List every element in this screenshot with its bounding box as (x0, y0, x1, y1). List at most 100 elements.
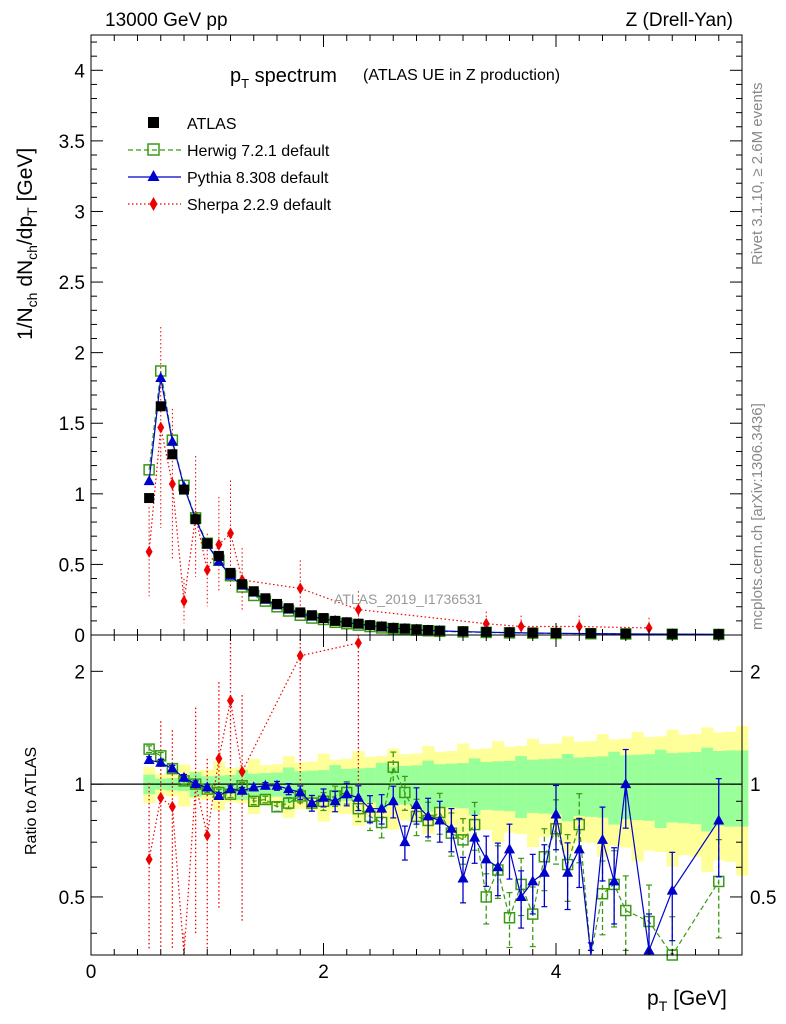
pythia-point (364, 802, 376, 813)
pythia-point (573, 843, 585, 854)
pythia-point (155, 372, 167, 383)
ratio-band-inner (364, 767, 377, 803)
ratio-band-inner (445, 763, 458, 808)
pythia-point (318, 791, 329, 802)
herwig-point (248, 795, 260, 808)
atlas-data-point (353, 618, 364, 629)
header-left: 13000 GeV pp (105, 10, 228, 31)
sherpa-point (238, 765, 246, 778)
pythia-point (434, 814, 446, 825)
atlas-data-point (144, 493, 155, 504)
ratio-band-inner (608, 751, 621, 825)
pythia-point (190, 778, 202, 789)
pythia-point (155, 756, 167, 767)
sherpa-point (645, 621, 653, 634)
atlas-data-point (237, 579, 248, 590)
sherpa-point (296, 649, 304, 662)
ratio-band-inner (526, 759, 540, 813)
legend-label-sherpa: Sherpa 2.2.9 default (187, 197, 332, 214)
atlas-data-point (225, 567, 236, 578)
ratio-y-tick-label-right: 1 (750, 775, 761, 796)
sherpa-point (203, 564, 211, 577)
ratio-band-inner (701, 747, 714, 832)
pythia-point (294, 786, 306, 797)
sherpa-point (145, 545, 153, 558)
herwig-point (259, 793, 272, 806)
pythia-point (457, 872, 469, 883)
atlas-data-point (341, 617, 352, 628)
pythia-point (201, 781, 213, 792)
pythia-point (550, 808, 562, 819)
sherpa-point (575, 620, 583, 633)
sherpa-point (180, 595, 188, 608)
ratio-band-inner (422, 760, 435, 812)
legend-label-pythia: Pythia 8.308 default (187, 170, 329, 187)
pythia-point (376, 802, 388, 813)
sherpa-point (227, 527, 234, 540)
sherpa-point (215, 752, 223, 765)
legend-marker-herwig (147, 143, 160, 156)
atlas-data-point (272, 598, 282, 609)
legend-marker-sherpa (149, 197, 158, 211)
pythia-point (166, 435, 178, 446)
atlas-data-point (330, 615, 341, 626)
pythia-point (341, 788, 353, 799)
ratio-panel: 0 2 4 0.5 0.5 1 1 2 2 (59, 634, 776, 983)
herwig-point (620, 904, 632, 917)
analysis-id: ATLAS_2019_I1736531 (334, 591, 483, 607)
herwig-point (399, 786, 411, 799)
y-axis-label-ratio: Ratio to ATLAS (23, 747, 40, 855)
ratio-band-inner (515, 756, 528, 819)
legend-label-atlas: ATLAS (187, 116, 237, 133)
ratio-band-inner (503, 760, 516, 812)
ratio-band-inner (561, 753, 574, 822)
sherpa-point (482, 617, 490, 630)
legend-marker-atlas (148, 117, 159, 128)
pythia-point (271, 779, 283, 790)
plot-title: pT spectrum (230, 65, 337, 91)
legend: ATLAS Herwig 7.2.1 default Pythia 8.308 … (128, 116, 332, 214)
atlas-data-point (213, 550, 224, 561)
pythia-point (166, 762, 178, 773)
pythia-point (411, 798, 422, 809)
atlas-data-point (306, 610, 317, 621)
herwig-point (282, 797, 295, 809)
pythia-point (608, 875, 620, 886)
herwig-point (503, 912, 516, 924)
pythia-point (445, 822, 457, 833)
ratio-band-inner (468, 758, 481, 815)
sherpa-point (157, 791, 165, 804)
pythia-point (422, 810, 434, 821)
ratio-band-inner (352, 768, 365, 802)
atlas-data-point (202, 538, 213, 549)
pythia-point (352, 791, 364, 802)
ratio-y-tick-label-right: 0.5 (750, 888, 776, 909)
pythia-point (480, 853, 492, 864)
pythia-point (538, 866, 550, 877)
pythia-point (283, 783, 295, 794)
ratio-y-tick-label: 2 (74, 662, 85, 683)
pythia-point (387, 795, 399, 806)
sherpa-point (168, 800, 176, 813)
ratio-band-inner (538, 759, 551, 814)
ratio-y-tick-label: 1 (74, 775, 85, 796)
main-y-tick-label: 3 (74, 202, 85, 223)
x-tick-label: 4 (551, 962, 562, 983)
sherpa-point (203, 829, 211, 842)
main-y-tick-label: 1 (74, 485, 85, 506)
main-panel: 0 0.5 1 1.5 2 2.5 3 3.5 4 (59, 34, 743, 647)
ratio-band-inner (596, 756, 609, 818)
sherpa-point (296, 582, 304, 595)
ratio-band-inner (433, 764, 447, 807)
pythia-point (225, 783, 236, 794)
rivet-side-label: Rivet 3.1.10, ≥ 2.6M events (749, 83, 766, 266)
atlas-data-point (585, 628, 596, 639)
sherpa-point (157, 421, 165, 434)
pythia-point (399, 836, 411, 847)
main-y-tick-label: 1.5 (59, 414, 85, 435)
sherpa-point (354, 603, 362, 616)
header-right: Z (Drell-Yan) (626, 10, 733, 31)
herwig-point (143, 464, 155, 476)
pythia-point (143, 753, 155, 764)
